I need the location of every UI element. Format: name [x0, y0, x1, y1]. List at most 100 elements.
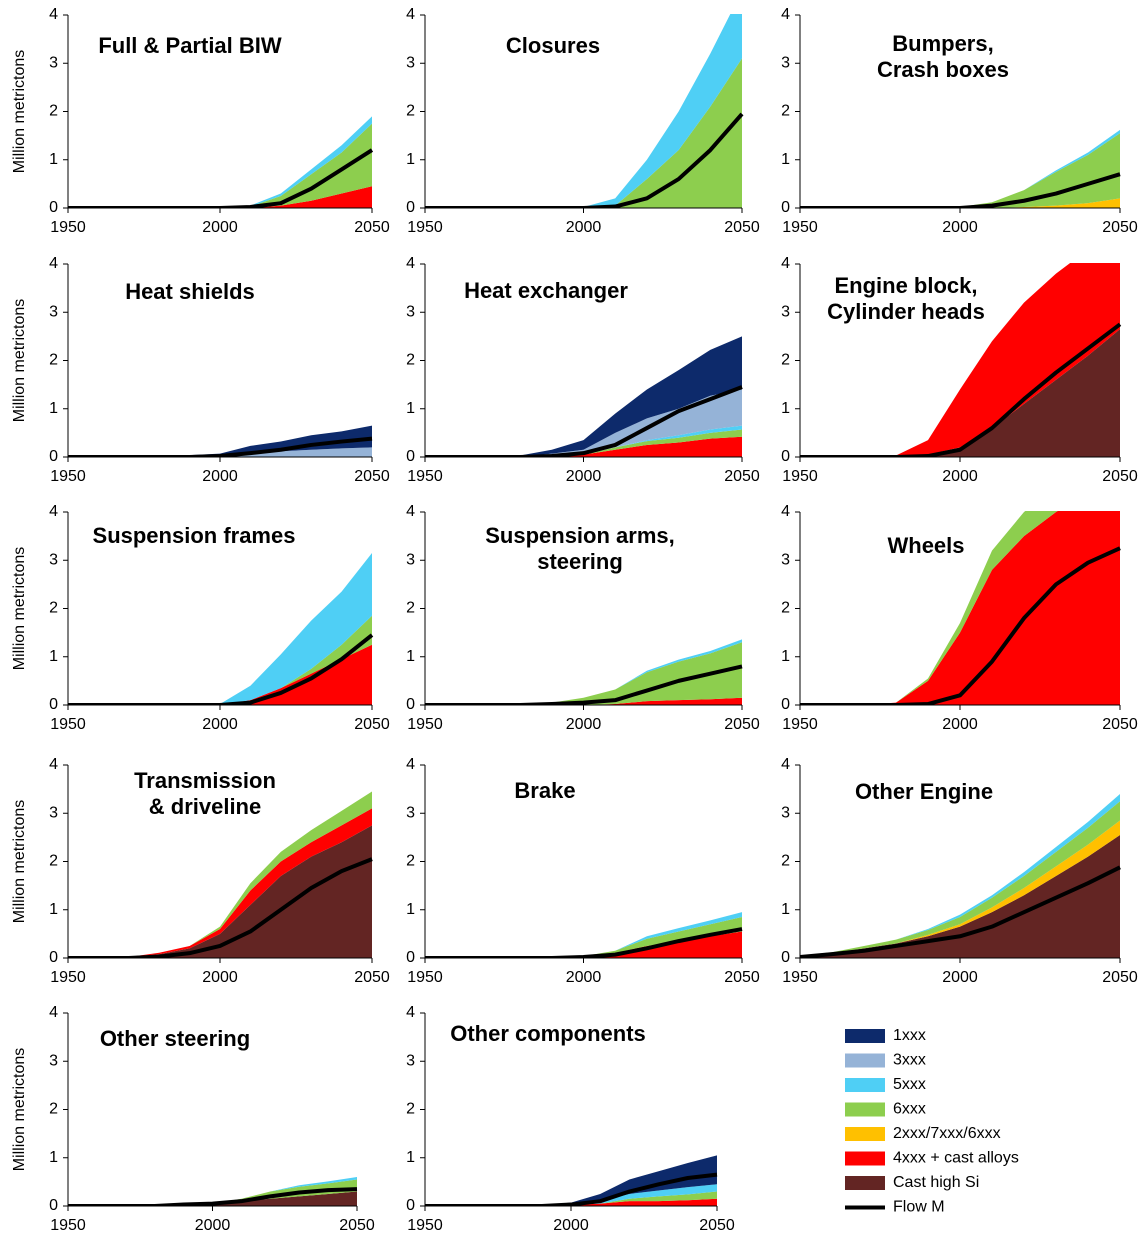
- x-tick-label: 2000: [942, 969, 978, 986]
- x-tick-label: 2050: [354, 969, 390, 986]
- x-tick-label: 2050: [1102, 716, 1138, 733]
- y-tick-label: 4: [781, 6, 790, 23]
- y-tick-label: 0: [49, 949, 58, 966]
- legend-label: 5xxx: [893, 1076, 926, 1093]
- flow-line: [425, 927, 743, 958]
- area-series: [425, 1184, 717, 1206]
- y-tick-label: 4: [406, 756, 415, 773]
- y-tick-label: 0: [49, 696, 58, 713]
- legend-label: 4xxx + cast alloys: [893, 1150, 1019, 1167]
- x-tick-label: 2000: [942, 716, 978, 733]
- y-axis-label: Million metrictons: [11, 1048, 28, 1172]
- y-tick-label: 2: [781, 352, 790, 369]
- plot-area: [68, 1177, 358, 1206]
- flow-line: [800, 322, 1122, 457]
- y-tick-label: 2: [49, 853, 58, 870]
- y-tick-label: 3: [781, 551, 790, 568]
- x-tick-label: 1950: [407, 468, 443, 485]
- x-tick-label: 2000: [942, 468, 978, 485]
- legend-label: Flow M: [893, 1199, 945, 1216]
- x-tick-label: 2050: [724, 219, 760, 236]
- area-series: [425, 1191, 717, 1206]
- plot-area: [68, 116, 374, 208]
- y-tick-label: 3: [781, 804, 790, 821]
- plot-area: [800, 263, 1122, 457]
- panel-title: Heat shields: [125, 279, 255, 304]
- y-tick-label: 4: [49, 756, 58, 773]
- panel-title: Closures: [506, 33, 600, 58]
- panel: 0 1 2 3 4 1950 2000 2050 Engine block,Cylinder h…: [781, 255, 1138, 485]
- x-tick-label: 1950: [782, 219, 818, 236]
- legend-label: 3xxx: [893, 1052, 926, 1069]
- legend-label: Cast high Si: [893, 1174, 979, 1191]
- y-tick-label: 3: [49, 54, 58, 71]
- legend: 1xxx 3xxx 5xxx 6xxx 2xxx/7xxx/6xxx 4xxx + cas…: [845, 1027, 1019, 1216]
- legend-swatch: [845, 1078, 885, 1092]
- y-tick-label: 1: [781, 400, 790, 417]
- y-tick-label: 3: [781, 303, 790, 320]
- x-tick-label: 1950: [407, 219, 443, 236]
- panel-title: Transmission: [134, 768, 276, 793]
- x-tick-label: 2050: [1102, 468, 1138, 485]
- y-tick-label: 3: [406, 1052, 415, 1069]
- x-tick-label: 2050: [1102, 969, 1138, 986]
- y-tick-label: 2: [406, 853, 415, 870]
- y-tick-label: 1: [49, 1149, 58, 1166]
- y-tick-label: 2: [781, 853, 790, 870]
- area-series: [425, 642, 742, 705]
- y-tick-label: 3: [406, 303, 415, 320]
- y-tick-label: 2: [406, 600, 415, 617]
- area-series: [800, 263, 1120, 457]
- plot-area: [800, 129, 1121, 208]
- area-series: [800, 133, 1120, 208]
- flow-line: [425, 112, 744, 208]
- y-tick-label: 1: [49, 648, 58, 665]
- plot-area: [800, 793, 1121, 958]
- panel: 0 1 2 3 4 1950 2000 2050 Closures: [406, 6, 760, 236]
- y-tick-label: 0: [406, 448, 415, 465]
- panel-title: Crash boxes: [877, 57, 1009, 82]
- area-series: [800, 329, 1120, 457]
- area-series: [800, 511, 1120, 705]
- y-tick-label: 2: [49, 103, 58, 120]
- legend-swatch: [845, 1127, 885, 1141]
- y-tick-label: 1: [406, 901, 415, 918]
- y-tick-label: 3: [49, 303, 58, 320]
- area-series: [425, 436, 742, 457]
- y-tick-label: 1: [406, 400, 415, 417]
- y-tick-label: 2: [49, 600, 58, 617]
- legend-label: 1xxx: [893, 1027, 926, 1044]
- panel-title: Other Engine: [855, 779, 993, 804]
- y-tick-label: 1: [49, 400, 58, 417]
- panel-title: Cylinder heads: [827, 299, 985, 324]
- y-tick-label: 1: [781, 151, 790, 168]
- plot-area: [68, 553, 374, 705]
- plot-area: [425, 639, 743, 705]
- x-tick-label: 1950: [50, 1217, 86, 1234]
- panel-title: Other components: [450, 1021, 646, 1046]
- y-tick-label: 0: [406, 1197, 415, 1214]
- panel: 0 1 2 3 4 1950 2000 2050 Wheels: [781, 503, 1138, 733]
- panel: 0 1 2 3 4 1950 2000 2050 Million metrictons Other…: [11, 1004, 375, 1234]
- x-tick-label: 1950: [50, 716, 86, 733]
- x-tick-label: 2050: [699, 1217, 735, 1234]
- panel: 0 1 2 3 4 1950 2000 2050 Heat exchanger: [406, 255, 760, 485]
- area-series: [68, 123, 372, 208]
- y-tick-label: 3: [406, 54, 415, 71]
- y-tick-label: 0: [406, 199, 415, 216]
- y-tick-label: 2: [406, 352, 415, 369]
- panel-title: Brake: [514, 778, 575, 803]
- x-tick-label: 2000: [195, 1217, 231, 1234]
- x-tick-label: 1950: [407, 716, 443, 733]
- y-tick-label: 0: [781, 199, 790, 216]
- area-series: [68, 186, 372, 208]
- legend-swatch: [845, 1053, 885, 1068]
- y-tick-label: 4: [49, 6, 58, 23]
- x-tick-label: 2000: [202, 716, 238, 733]
- area-series: [425, 916, 742, 958]
- x-tick-label: 2000: [566, 219, 602, 236]
- panel-title: Other steering: [100, 1026, 250, 1051]
- x-tick-label: 1950: [782, 969, 818, 986]
- x-tick-label: 1950: [782, 468, 818, 485]
- y-tick-label: 1: [406, 648, 415, 665]
